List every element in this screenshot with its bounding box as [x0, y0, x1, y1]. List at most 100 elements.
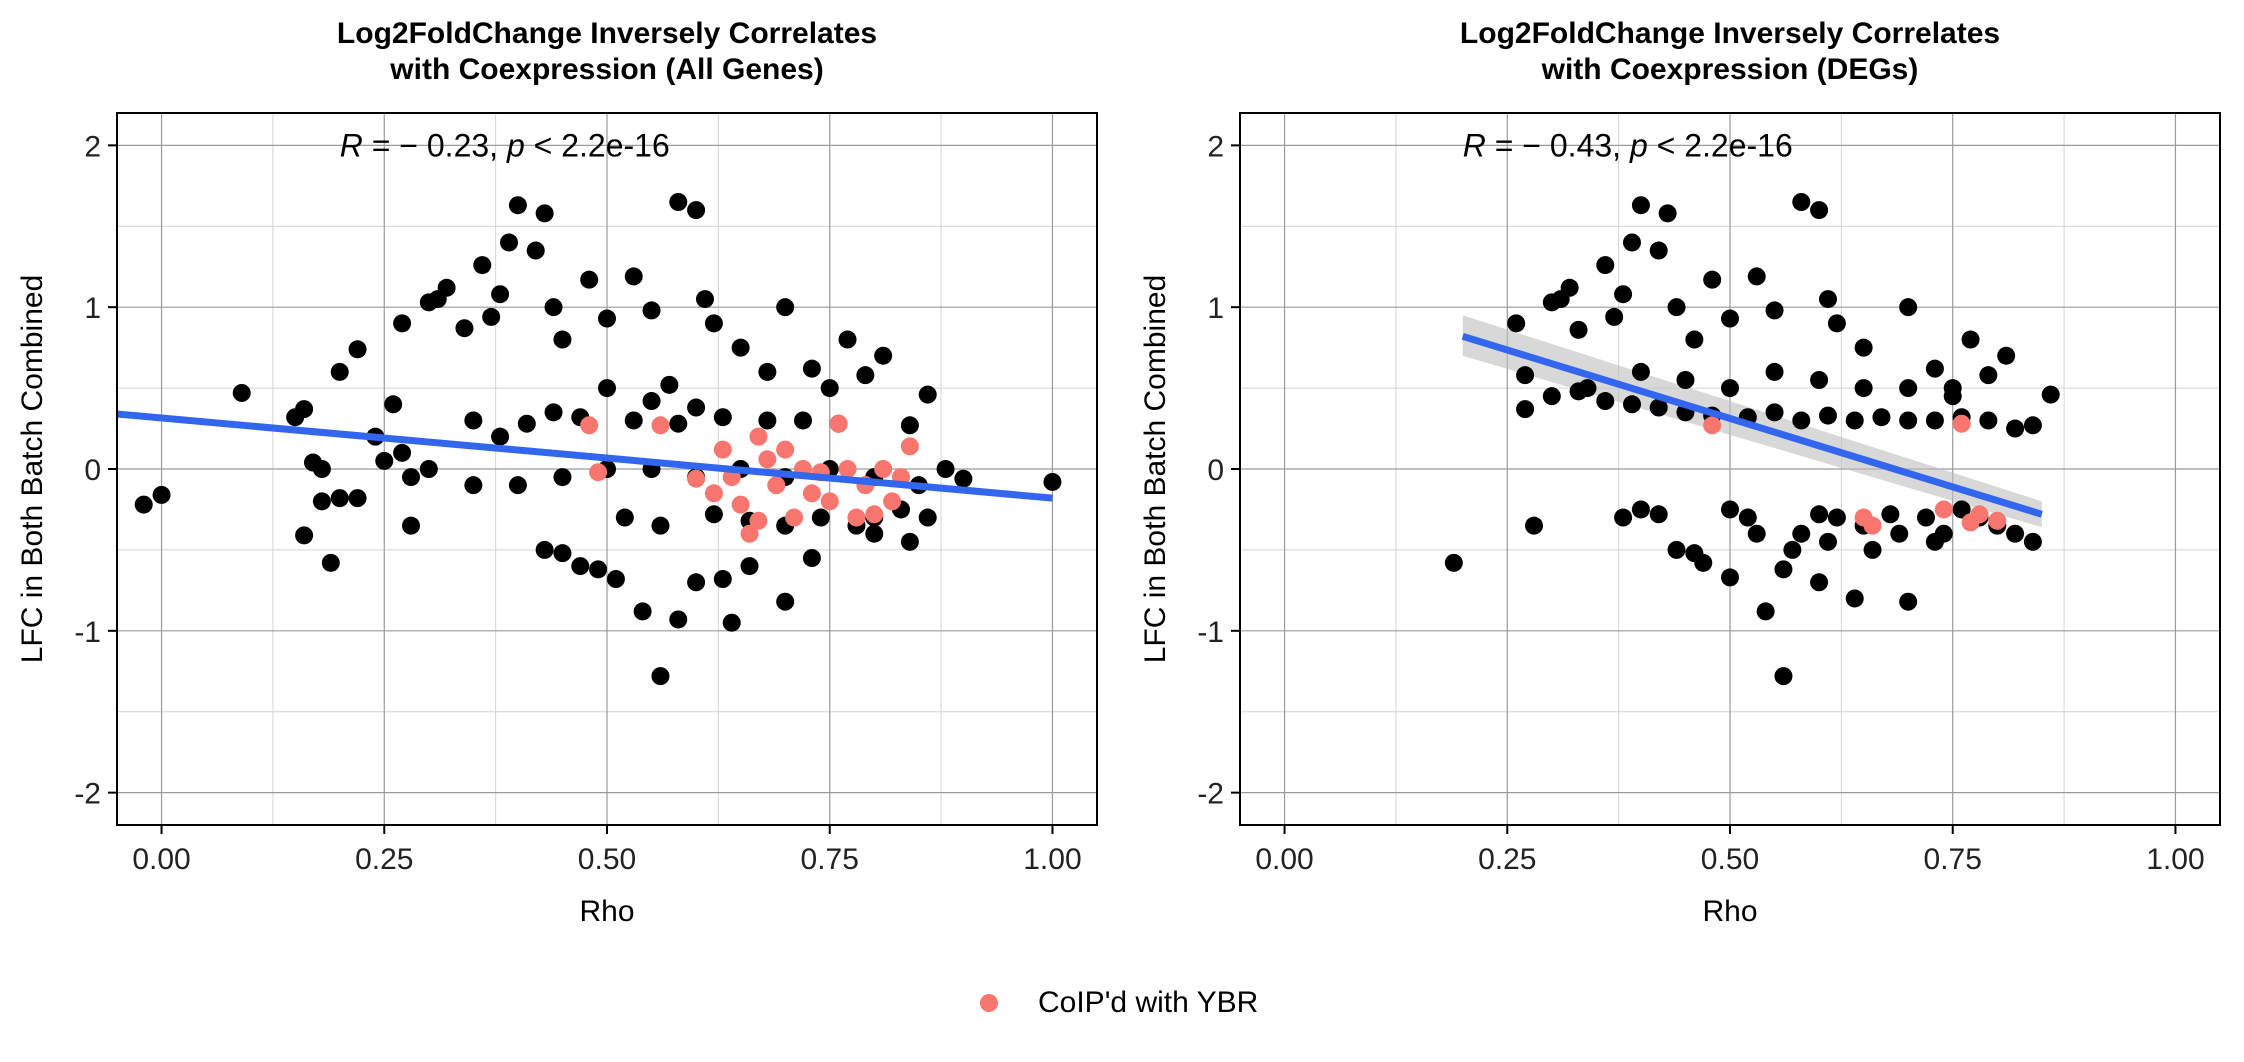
data-point: [1043, 472, 1062, 491]
data-point-coip: [838, 460, 857, 478]
data-point: [1854, 379, 1873, 398]
data-point-coip: [749, 427, 768, 446]
data-point: [1569, 320, 1588, 339]
data-point: [776, 298, 795, 317]
data-point: [589, 560, 608, 579]
data-point: [802, 359, 821, 378]
data-point-coip: [589, 463, 608, 482]
data-point: [696, 290, 714, 309]
data-point: [820, 379, 839, 398]
data-point-coip: [1703, 416, 1722, 435]
data-point-coip: [651, 416, 670, 435]
data-point: [1721, 379, 1739, 398]
data-point: [660, 375, 679, 394]
data-point: [669, 193, 688, 211]
x-tick-label: 1.00: [2146, 843, 2204, 876]
data-point: [794, 411, 812, 430]
data-point: [393, 314, 412, 333]
data-point: [455, 319, 474, 338]
data-point: [1827, 314, 1846, 333]
data-point: [1774, 667, 1793, 686]
y-tick-label: -2: [1197, 778, 1224, 811]
x-tick-label: 0.25: [355, 843, 413, 876]
data-point: [464, 411, 483, 430]
data-point: [1979, 411, 1998, 430]
data-point: [2006, 524, 2025, 543]
data-point: [535, 204, 554, 223]
data-point: [1516, 366, 1535, 385]
data-point: [1623, 233, 1641, 252]
data-point: [2023, 416, 2042, 435]
data-point: [598, 309, 616, 328]
data-point: [1667, 298, 1686, 317]
data-point: [1765, 301, 1784, 320]
annotation-part: < 2.2e-16: [1648, 127, 1793, 163]
data-point: [713, 408, 732, 427]
data-point-coip: [1970, 505, 1989, 524]
data-point: [134, 495, 153, 514]
data-point: [544, 403, 563, 422]
data-point-coip: [687, 469, 706, 488]
data-point: [1943, 387, 1962, 406]
data-point: [402, 516, 420, 535]
data-point: [1596, 256, 1615, 275]
data-point: [1845, 589, 1864, 608]
y-axis-label: LFC in Both Batch Combined: [16, 275, 49, 664]
data-point: [1569, 382, 1588, 401]
data-point: [1899, 592, 1918, 611]
data-point: [330, 489, 349, 508]
data-point-coip: [900, 437, 919, 456]
data-point: [1819, 290, 1837, 309]
data-point: [1917, 508, 1935, 527]
data-point: [1827, 508, 1846, 527]
legend-label: CoIP'd with YBR: [1038, 986, 1259, 1019]
data-point: [687, 573, 706, 592]
data-point: [393, 443, 412, 462]
y-tick-label: 2: [1207, 130, 1224, 163]
data-point: [1925, 359, 1944, 378]
data-point: [811, 508, 830, 527]
data-point: [1783, 540, 1802, 559]
data-point-coip: [713, 440, 732, 459]
data-point: [2023, 532, 2042, 551]
data-point-coip: [740, 524, 759, 543]
data-point: [1925, 411, 1944, 430]
x-axis-label: Rho: [579, 895, 634, 928]
data-point-coip: [820, 492, 839, 511]
data-point: [1810, 573, 1829, 592]
data-point: [874, 346, 893, 365]
data-point: [1899, 411, 1918, 430]
data-point: [312, 492, 331, 511]
regression-line: [116, 410, 1053, 502]
data-point: [1774, 560, 1793, 579]
data-point: [1819, 532, 1837, 551]
annotation-part: p: [506, 127, 525, 163]
data-point: [624, 267, 643, 286]
data-point: [1667, 540, 1686, 559]
data-point: [2006, 419, 2025, 438]
data-point: [1765, 362, 1784, 381]
annotation-part: = − 0.23,: [363, 127, 507, 163]
data-point: [1649, 241, 1668, 260]
data-point: [473, 256, 492, 275]
data-point: [1507, 314, 1526, 333]
data-point: [348, 340, 367, 359]
data-point: [1925, 532, 1944, 551]
data-point: [704, 505, 723, 524]
data-point: [464, 476, 483, 495]
data-point: [437, 278, 456, 297]
data-point: [580, 270, 599, 289]
data-point-coip: [883, 492, 902, 511]
data-point-coip: [704, 484, 723, 503]
data-point: [1792, 524, 1811, 543]
data-point: [642, 392, 661, 411]
y-axis-label: LFC in Both Batch Combined: [1139, 275, 1172, 664]
data-point: [1810, 371, 1829, 389]
data-point: [312, 460, 331, 478]
x-tick-label: 0.50: [1701, 843, 1759, 876]
y-tick-label: -1: [1197, 616, 1224, 649]
data-point: [1444, 553, 1463, 572]
data-point: [713, 570, 732, 589]
data-point: [321, 553, 340, 572]
